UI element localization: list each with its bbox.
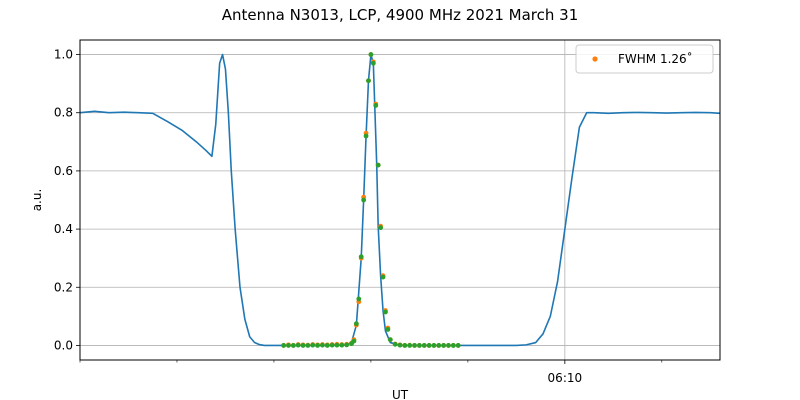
data-point xyxy=(375,162,381,168)
data-point xyxy=(356,296,362,302)
x-axis-label: UT xyxy=(392,388,409,400)
axes: 0.0 0.2 0.4 0.6 0.8 1.0 06:10 xyxy=(54,48,663,385)
data-point xyxy=(397,342,403,348)
y-tick-label: 1.0 xyxy=(54,48,73,62)
y-tick-label: 0.6 xyxy=(54,164,73,178)
data-point xyxy=(368,52,374,57)
data-point xyxy=(351,338,357,344)
data-point xyxy=(373,103,379,108)
legend-label: FWHM 1.26˚ xyxy=(618,51,693,66)
data-point xyxy=(363,133,369,139)
data-point xyxy=(426,343,432,348)
data-point xyxy=(366,78,371,84)
data-point xyxy=(380,274,386,280)
data-point xyxy=(441,343,447,348)
chart-title: Antenna N3013, LCP, 4900 MHz 2021 March … xyxy=(222,6,579,24)
data-point xyxy=(281,343,287,348)
legend: FWHM 1.26˚ xyxy=(575,44,714,74)
data-point xyxy=(305,343,311,348)
data-point xyxy=(329,342,335,348)
data-point xyxy=(412,343,417,348)
data-point xyxy=(446,343,451,348)
y-tick-label: 0.2 xyxy=(54,280,73,294)
data-point xyxy=(344,342,350,348)
grid xyxy=(80,40,720,360)
plot-area xyxy=(79,52,721,348)
data-point xyxy=(385,327,391,332)
data-point xyxy=(320,342,325,348)
y-tick-label: 0.0 xyxy=(54,338,73,352)
x-tick-label: 06:10 xyxy=(548,371,583,385)
data-point xyxy=(436,343,442,348)
data-point xyxy=(416,343,422,348)
data-point xyxy=(300,343,306,348)
y-axis-label: a.u. xyxy=(30,189,44,212)
data-point xyxy=(421,343,427,348)
data-point xyxy=(358,254,364,260)
data-point xyxy=(431,343,437,348)
data-point xyxy=(378,225,384,231)
data-point xyxy=(290,343,296,348)
data-point xyxy=(334,342,340,348)
data-point xyxy=(361,197,367,203)
data-point xyxy=(407,343,413,348)
data-point xyxy=(295,342,301,348)
data-point xyxy=(370,60,376,66)
data-point xyxy=(383,309,388,315)
data-point xyxy=(286,343,291,348)
data-point xyxy=(315,343,320,348)
series-line xyxy=(79,53,721,347)
legend-marker xyxy=(592,56,598,62)
data-point xyxy=(387,337,393,343)
legend-box xyxy=(575,44,714,74)
y-tick-label: 0.8 xyxy=(54,106,73,120)
data-point xyxy=(310,342,316,348)
data-point xyxy=(455,343,461,348)
data-point xyxy=(450,343,456,348)
data-point xyxy=(339,342,345,348)
plot-frame xyxy=(79,39,721,361)
y-tick-label: 0.4 xyxy=(54,222,73,236)
data-point xyxy=(392,341,398,347)
data-point xyxy=(353,321,359,327)
data-point xyxy=(402,343,408,348)
data-point xyxy=(324,343,330,348)
